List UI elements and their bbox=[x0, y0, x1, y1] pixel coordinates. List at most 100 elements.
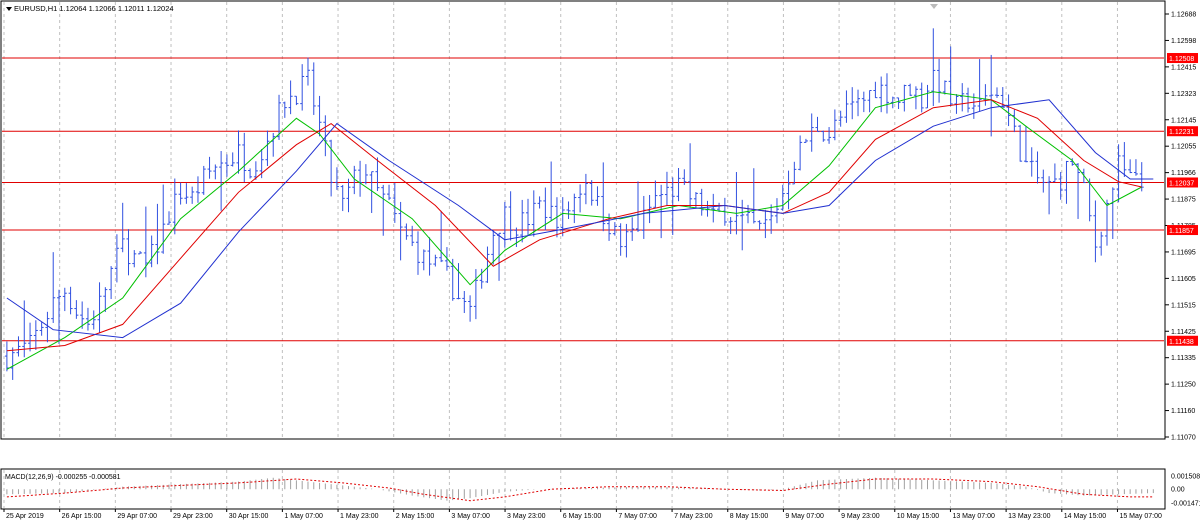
time-tick-label: 13 May 07:00 bbox=[952, 513, 995, 520]
candle bbox=[763, 209, 768, 239]
price-tick-label: 1.11070 bbox=[1171, 435, 1196, 442]
candle bbox=[242, 132, 247, 182]
candle bbox=[566, 201, 571, 220]
candle bbox=[33, 320, 38, 350]
candle bbox=[282, 101, 287, 118]
candle bbox=[381, 184, 386, 236]
price-tick-label: 1.11515 bbox=[1171, 302, 1196, 309]
candle bbox=[74, 300, 79, 319]
candle bbox=[97, 282, 102, 333]
candle bbox=[16, 336, 21, 357]
candle bbox=[746, 204, 751, 224]
candle bbox=[919, 82, 924, 113]
moving-averages bbox=[6, 91, 1154, 370]
candle bbox=[468, 295, 473, 322]
candle bbox=[636, 181, 641, 232]
candle bbox=[537, 196, 542, 209]
candle bbox=[277, 94, 282, 140]
candle bbox=[1093, 200, 1098, 263]
candle bbox=[780, 184, 785, 211]
candle bbox=[172, 178, 177, 235]
candle bbox=[711, 193, 716, 223]
candle bbox=[520, 199, 525, 243]
candle bbox=[1133, 159, 1138, 176]
price-tick-label: 1.12688 bbox=[1171, 12, 1196, 19]
macd-tick-label: 0.00 bbox=[1171, 487, 1185, 494]
candle bbox=[994, 87, 999, 98]
candle bbox=[688, 143, 693, 208]
level-label: 1.12037 bbox=[1169, 180, 1194, 187]
time-tick-label: 26 Apr 15:00 bbox=[62, 513, 102, 520]
candle bbox=[288, 80, 293, 115]
candle bbox=[942, 80, 947, 95]
candle bbox=[954, 94, 959, 114]
candle bbox=[195, 176, 200, 203]
candle bbox=[624, 223, 629, 258]
time-tick-label: 3 May 23:00 bbox=[507, 513, 546, 520]
candle bbox=[358, 160, 363, 197]
candle bbox=[219, 151, 224, 211]
time-tick-label: 2 May 15:00 bbox=[396, 513, 435, 520]
macd-signal-line bbox=[6, 478, 1154, 502]
candle bbox=[91, 310, 96, 330]
candle bbox=[850, 87, 855, 120]
chart-header: EURUSD,H1 1.12064 1.12066 1.12011 1.1202… bbox=[6, 4, 174, 13]
candle bbox=[989, 54, 994, 137]
price-tick-label: 1.11335 bbox=[1171, 355, 1196, 362]
price-tick-label: 1.12415 bbox=[1171, 64, 1196, 71]
candle bbox=[937, 58, 942, 103]
candle bbox=[1041, 169, 1046, 193]
candle bbox=[265, 130, 270, 166]
candle bbox=[798, 135, 803, 171]
candle bbox=[415, 231, 420, 275]
level-label: 1.11438 bbox=[1169, 339, 1194, 346]
candle bbox=[68, 286, 73, 315]
candle bbox=[543, 187, 548, 231]
price-tick-label: 1.11966 bbox=[1171, 170, 1196, 177]
candle bbox=[861, 91, 866, 113]
candle bbox=[1104, 199, 1109, 246]
candle bbox=[120, 202, 125, 253]
candle bbox=[352, 165, 357, 195]
candle bbox=[456, 263, 461, 300]
time-tick-label: 7 May 07:00 bbox=[618, 513, 657, 520]
candle bbox=[248, 168, 253, 179]
macd-tick-label: 0.001508 bbox=[1171, 474, 1200, 481]
candle bbox=[323, 115, 328, 157]
price-tick-label: 1.11605 bbox=[1171, 276, 1196, 283]
candle bbox=[1122, 142, 1127, 177]
candle bbox=[1023, 126, 1028, 163]
candle bbox=[931, 28, 936, 107]
candle bbox=[1052, 163, 1057, 183]
candle bbox=[184, 183, 189, 204]
level-label-box bbox=[1167, 53, 1198, 64]
level-label-box bbox=[1167, 335, 1198, 346]
candle bbox=[751, 168, 756, 224]
candle bbox=[462, 290, 467, 314]
candle bbox=[682, 169, 687, 185]
candle bbox=[960, 83, 965, 112]
candle bbox=[925, 84, 930, 109]
price-tick-label: 1.12598 bbox=[1171, 38, 1196, 45]
price-candles bbox=[4, 28, 1144, 380]
macd-signal-path bbox=[6, 478, 1154, 502]
candle bbox=[138, 251, 143, 255]
candle bbox=[109, 266, 114, 299]
macd-axis: 0.001508 0.00 -0.001471 bbox=[1171, 474, 1200, 508]
candle bbox=[792, 161, 797, 185]
price-tick-label: 1.12323 bbox=[1171, 91, 1196, 98]
level-label: 1.12231 bbox=[1169, 129, 1194, 136]
candle bbox=[1116, 144, 1121, 203]
candle bbox=[427, 237, 432, 276]
time-tick-label: 8 May 15:00 bbox=[730, 513, 769, 520]
candle bbox=[531, 190, 536, 237]
candle bbox=[821, 130, 826, 142]
candle bbox=[253, 161, 258, 180]
candle bbox=[1058, 171, 1063, 200]
candle bbox=[178, 182, 183, 205]
time-tick-label: 1 May 07:00 bbox=[284, 513, 323, 520]
candle bbox=[630, 217, 635, 241]
candle bbox=[155, 203, 160, 265]
